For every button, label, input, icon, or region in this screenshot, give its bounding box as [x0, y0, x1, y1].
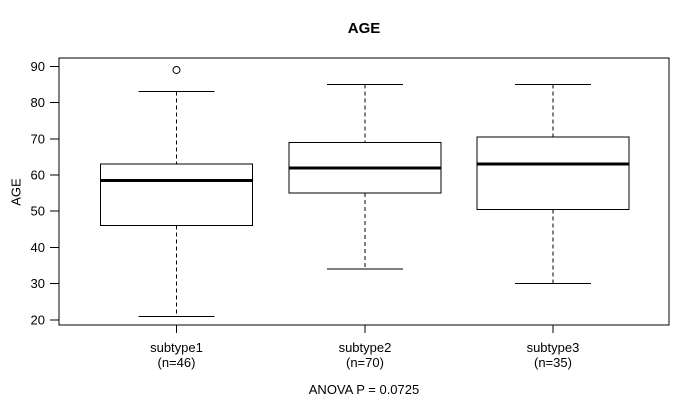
x-category-name: subtype3 [526, 340, 580, 355]
chart-title: AGE [347, 20, 381, 37]
x-category-label: subtype3 (n=35) [483, 340, 623, 370]
x-category-count: (n=70) [345, 354, 384, 370]
y-axis-tick-label: 60 [31, 168, 45, 183]
iqr-box [476, 136, 630, 210]
x-category-name: subtype1 [150, 340, 203, 355]
anova-annotation: ANOVA P = 0.0725 [308, 382, 420, 397]
x-category-label: subtype2 (n=70) [295, 340, 435, 370]
y-axis-tick-label: 90 [31, 59, 45, 74]
y-axis-tick-label: 70 [31, 131, 45, 146]
iqr-box [99, 163, 253, 227]
outlier-point [172, 65, 181, 74]
x-category-label: subtype1 (n=46) [106, 340, 246, 370]
x-category-count: (n=46) [157, 354, 196, 370]
y-axis-tick-label: 20 [31, 312, 45, 327]
y-axis-tick-label: 30 [31, 276, 45, 291]
y-axis-tick-label: 80 [31, 95, 45, 110]
plot-frame [58, 57, 670, 326]
y-axis-tick-label: 50 [31, 204, 45, 219]
x-category-count: (n=35) [533, 354, 572, 370]
y-axis-tick-label: 40 [31, 240, 45, 255]
x-category-name: subtype2 [338, 340, 392, 355]
